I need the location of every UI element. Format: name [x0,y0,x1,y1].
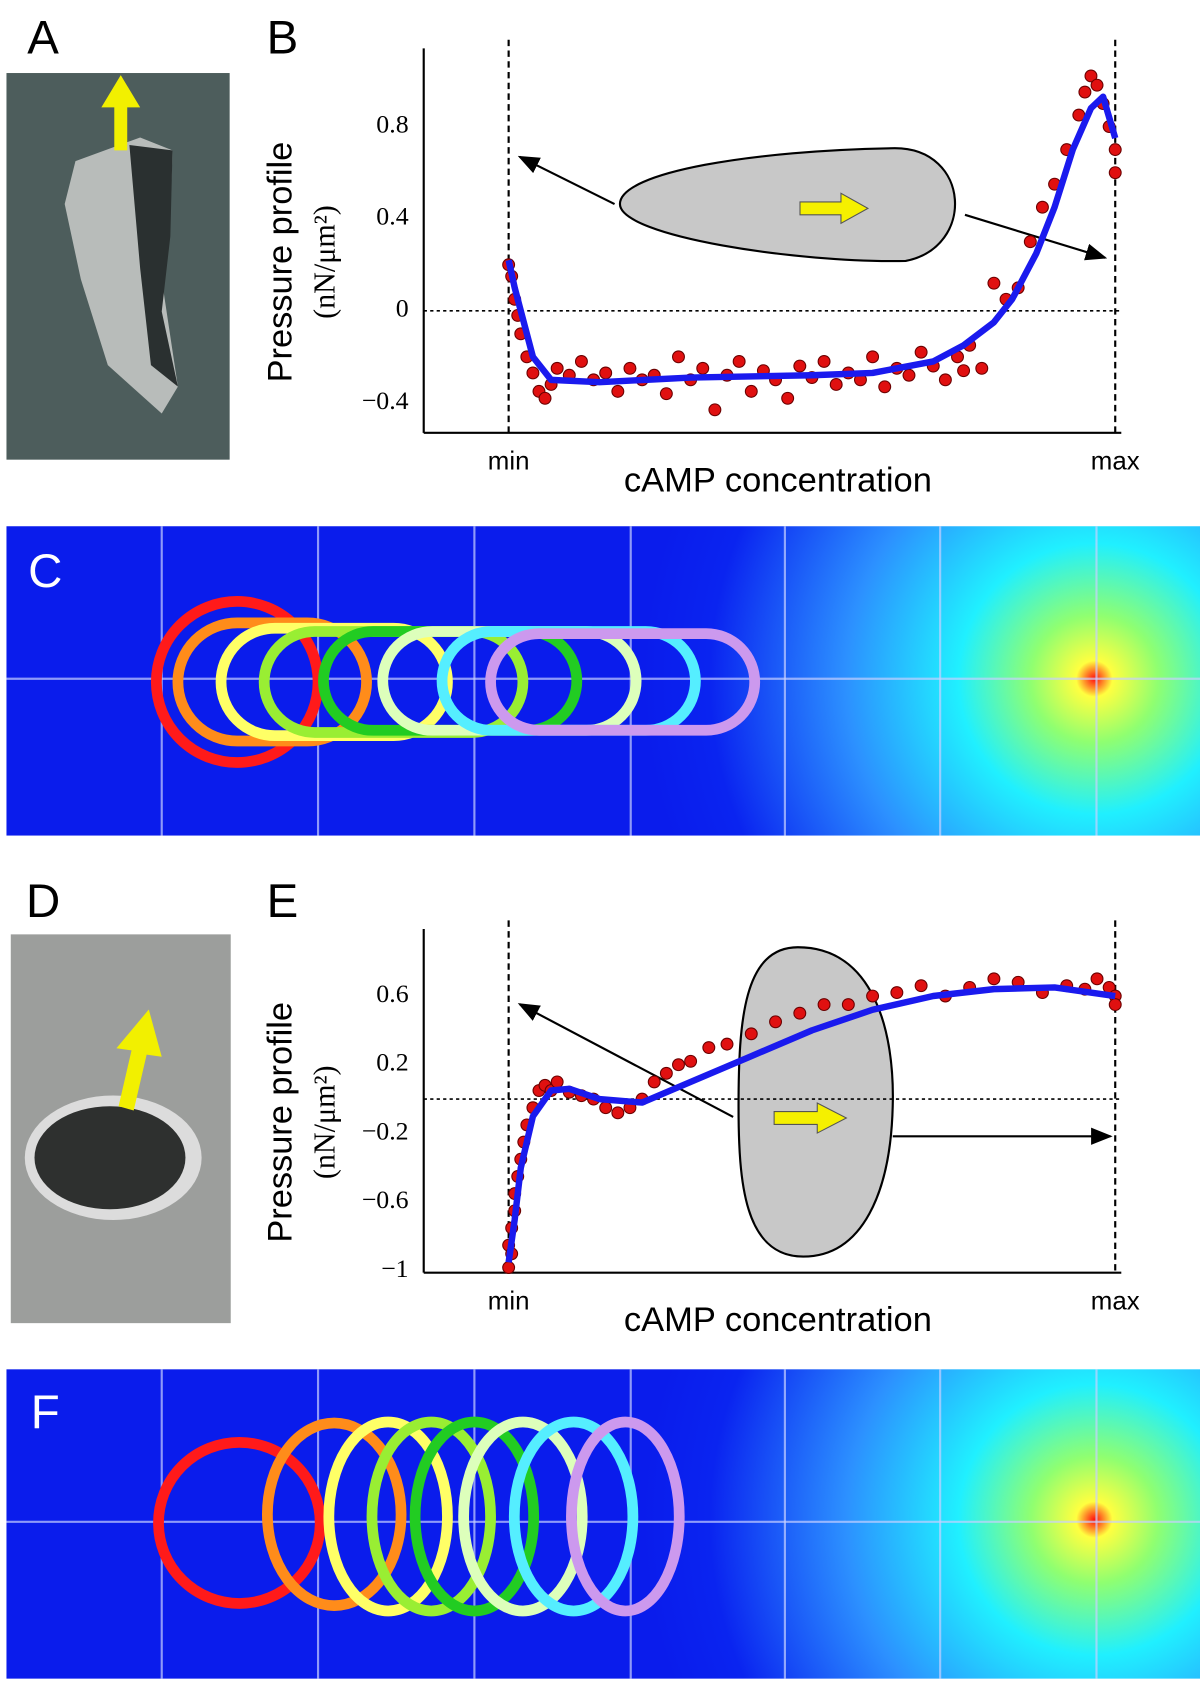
data-point [696,361,710,375]
data-point [611,1106,625,1120]
simulation-f [6,1369,1200,1679]
panel-label: B [267,11,299,64]
data-point [708,403,722,417]
data-point [866,350,880,364]
data-point [914,979,928,993]
x-tick-label: min [488,448,530,476]
x-tick-label: max [1091,448,1140,476]
y-tick-label: 0.6 [376,979,408,1008]
y-axis-title: (nN/μm²) [308,205,342,319]
data-point [1084,69,1098,83]
panel-label: E [267,875,299,928]
fit-line [505,93,1119,386]
data-point [890,986,904,1000]
data-point [914,345,928,359]
panel-label: A [27,11,59,64]
y-axis-title: Pressure profile [262,1002,300,1243]
data-point [829,378,843,391]
cell-photo-d [10,934,231,1324]
data-point [1078,85,1092,99]
panel-label: F [31,1386,60,1439]
data-point [611,384,625,398]
data-point [841,998,855,1012]
data-point [672,350,685,364]
y-tick-label: 0.8 [376,110,408,139]
y-tick-label: 0 [396,294,409,323]
data-point [684,1054,698,1068]
data-point [550,1075,564,1089]
data-point [817,998,831,1012]
data-point [1023,235,1037,249]
data-point [1090,972,1104,986]
data-point [599,366,613,380]
data-point [878,380,892,394]
data-point [987,972,1001,986]
data-point [574,354,588,368]
data-point [781,391,795,405]
data-point [938,373,952,387]
data-point [1108,166,1122,180]
data-point [1108,143,1122,157]
data-point [902,368,916,382]
data-point [744,1027,758,1041]
data-point [720,1037,734,1051]
data-point [866,989,880,1003]
data-point [502,1261,516,1274]
y-tick-label: 0.2 [376,1048,408,1077]
data-point [744,384,758,398]
data-point [1108,998,1122,1012]
y-tick-label: −1 [381,1254,409,1283]
y-tick-label: −0.6 [362,1185,409,1214]
data-point [1090,78,1104,92]
data-point [975,361,989,375]
x-axis-title: cAMP concentration [624,461,932,499]
data-point [987,276,1001,290]
fit-line [505,984,1116,1263]
cell-photo-a [6,73,230,460]
data-point [702,1041,716,1055]
y-axis-title: Pressure profile [262,142,300,383]
data-point [817,354,831,368]
panel-label: D [26,875,60,928]
data-point [599,1101,613,1115]
cell-schematic-b [517,147,1108,263]
data-point [769,1015,783,1029]
data-point [647,1075,661,1089]
y-tick-label: −0.4 [362,386,409,415]
data-point [793,359,807,373]
data-point [1035,200,1049,214]
panel-label: C [28,545,62,598]
data-point [538,391,552,405]
data-point [550,361,564,375]
data-point [957,364,971,378]
x-tick-label: max [1091,1288,1140,1316]
data-point [526,366,540,380]
data-point [732,354,746,368]
data-point [793,1006,807,1020]
y-axis-title: (nN/μm²) [308,1065,342,1179]
data-point [659,387,673,401]
data-point [672,1058,685,1072]
y-tick-label: −0.2 [362,1116,409,1145]
simulation-c [6,526,1200,836]
y-tick-label: 0.4 [376,202,408,231]
x-axis-title: cAMP concentration [624,1301,932,1339]
x-tick-label: min [488,1288,530,1316]
data-point [659,1066,673,1080]
data-point [623,361,637,375]
